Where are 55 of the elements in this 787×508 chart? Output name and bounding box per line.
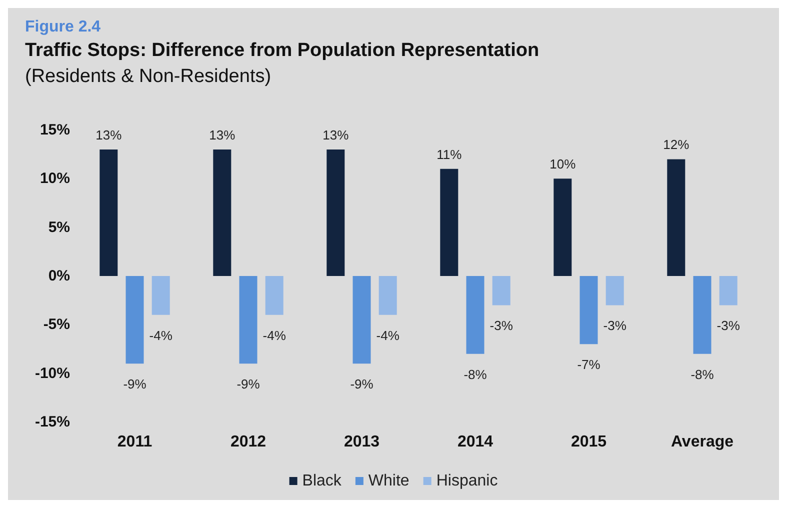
- y-tick-label: 5%: [48, 218, 70, 236]
- legend-label: White: [368, 472, 410, 490]
- bar: [378, 276, 397, 315]
- bar: [152, 276, 170, 315]
- bar: [265, 276, 284, 315]
- bar: [100, 149, 118, 276]
- x-tick-label: 2014: [457, 434, 494, 450]
- x-tick-label: 2013: [344, 434, 380, 450]
- data-label: 13%: [96, 127, 122, 142]
- bar: [554, 178, 572, 276]
- bar: [580, 276, 598, 344]
- x-tick-label: 2012: [230, 434, 266, 450]
- bar: [239, 276, 258, 364]
- y-tick-label: 10%: [40, 170, 70, 188]
- x-tick-label: Average: [670, 434, 734, 450]
- x-tick-label: 2011: [117, 434, 152, 450]
- data-label: 12%: [663, 137, 690, 152]
- data-label: -8%: [464, 366, 488, 382]
- x-tick-label: 2015: [570, 434, 607, 450]
- data-label: -9%: [350, 376, 374, 392]
- data-label: 10%: [550, 156, 576, 172]
- y-tick-label: -10%: [34, 364, 70, 382]
- data-label: -7%: [577, 357, 601, 372]
- bar: [466, 276, 484, 354]
- chart-title: Traffic Stops: Difference from Population Representation: [25, 40, 540, 61]
- data-label: 13%: [322, 127, 350, 142]
- bar: [719, 276, 738, 306]
- bar: [693, 276, 712, 354]
- bar: [213, 149, 232, 276]
- bar: [126, 276, 144, 364]
- chart-subtitle: (Residents & Non-Residents): [25, 66, 272, 87]
- data-label: -9%: [236, 376, 260, 392]
- data-label: -4%: [149, 328, 173, 343]
- bar: [440, 168, 458, 276]
- data-label: -8%: [690, 366, 714, 382]
- data-label: -3%: [603, 318, 627, 334]
- data-label: 13%: [209, 127, 236, 142]
- bar: [326, 149, 345, 276]
- data-label: -3%: [716, 318, 740, 334]
- bar: [667, 159, 686, 276]
- bar: [606, 276, 624, 306]
- data-label: -4%: [376, 328, 400, 343]
- legend-label: Hispanic: [436, 472, 498, 490]
- bar: [492, 276, 510, 306]
- data-label: -4%: [262, 328, 286, 343]
- y-tick-label: -15%: [34, 414, 70, 430]
- y-tick-label: 15%: [40, 122, 70, 138]
- legend-label: Black: [302, 472, 342, 490]
- bar: [352, 276, 371, 364]
- data-label: -9%: [123, 376, 147, 392]
- y-tick-label: -5%: [43, 316, 70, 334]
- data-label: -3%: [490, 318, 514, 334]
- caption: Figure 2.4: [25, 18, 101, 36]
- data-label: 11%: [436, 146, 462, 162]
- y-tick-label: 0%: [48, 268, 70, 284]
